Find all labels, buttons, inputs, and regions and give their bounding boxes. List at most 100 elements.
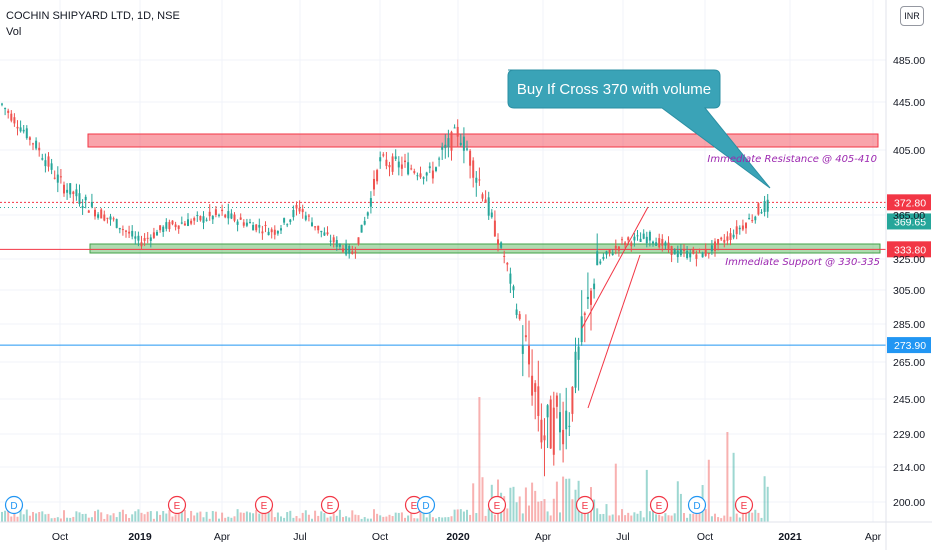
- candle-body: [428, 166, 431, 169]
- volume-bar: [670, 515, 673, 522]
- resistance-zone: [87, 133, 879, 148]
- volume-bar: [679, 493, 682, 522]
- candle-body: [379, 157, 382, 162]
- price-tick-label: 365.00: [893, 210, 925, 222]
- volume-bar: [586, 505, 589, 522]
- zone-annotations: Immediate Resistance @ 405-410 Immediate …: [707, 154, 880, 268]
- volume-bar: [642, 517, 645, 522]
- candle-body: [407, 162, 410, 175]
- candle-body: [741, 225, 744, 230]
- candle-body: [679, 249, 682, 256]
- volume-bar: [125, 514, 127, 522]
- volume-bar: [255, 509, 258, 522]
- candle-body: [565, 410, 568, 430]
- candle-body: [422, 177, 425, 179]
- candle-body: [676, 250, 679, 258]
- volume-bar: [183, 509, 186, 522]
- candle-body: [134, 236, 137, 239]
- candle-body: [335, 240, 338, 247]
- candle-body: [221, 209, 224, 212]
- volume-bar: [518, 496, 521, 522]
- candle-body: [283, 218, 286, 223]
- candle-body: [233, 214, 236, 221]
- volume-bar: [453, 509, 456, 522]
- candle-body: [35, 140, 38, 149]
- event-marker-label: E: [656, 501, 663, 512]
- candle-body: [692, 249, 695, 254]
- volume-bar: [552, 498, 555, 522]
- volume-indicator-label[interactable]: Vol: [6, 26, 22, 38]
- volume-bar: [419, 510, 422, 522]
- volume-bar: [227, 516, 230, 522]
- candle-body: [639, 238, 642, 242]
- volume-bar: [180, 511, 183, 522]
- candle-body: [438, 158, 441, 160]
- volume-bar: [342, 517, 344, 522]
- volume-bar: [143, 514, 146, 522]
- volume-bar: [1, 511, 3, 522]
- candle-body: [94, 209, 96, 217]
- candle-body: [655, 242, 658, 246]
- candle-body: [177, 225, 180, 229]
- volume-bar: [63, 510, 65, 522]
- candle-body: [202, 216, 205, 223]
- candle-body: [242, 222, 245, 226]
- volume-bar: [264, 509, 267, 522]
- candle-body: [704, 249, 707, 256]
- grid-lines: [0, 0, 886, 522]
- volume-bar: [639, 510, 642, 522]
- candle-body: [239, 217, 242, 220]
- candle-body: [652, 241, 654, 244]
- candle-body: [500, 242, 503, 248]
- volume-bar: [655, 514, 658, 522]
- volume-bar: [710, 516, 713, 522]
- currency-badge[interactable]: INR: [900, 6, 924, 26]
- volume-bar: [16, 516, 19, 522]
- volume-bar: [72, 516, 75, 522]
- volume-bar: [273, 517, 276, 522]
- candle-body: [44, 160, 47, 167]
- volume-bar: [664, 513, 667, 522]
- volume-bar: [555, 481, 558, 522]
- candle-body: [627, 237, 630, 241]
- volume-bar: [348, 517, 351, 522]
- candle-body: [717, 239, 720, 245]
- volume-bar: [648, 511, 651, 522]
- time-tick-label: Apr: [865, 531, 882, 543]
- candle-body: [602, 256, 605, 259]
- candle-body: [487, 197, 490, 216]
- candle-body: [112, 218, 115, 220]
- volume-bar: [487, 508, 490, 522]
- volume-bar: [376, 513, 379, 522]
- candle-body: [751, 220, 754, 222]
- candle-body: [707, 253, 710, 255]
- candle-body: [264, 224, 267, 227]
- volume-bar: [295, 515, 298, 522]
- volume-bar: [444, 517, 447, 522]
- candle-body: [311, 222, 313, 227]
- price-tick-label: 214.00: [893, 462, 925, 474]
- volume-bar: [599, 514, 602, 522]
- candle-body: [100, 209, 103, 219]
- earnings-marker: [254, 495, 274, 515]
- volume-bar: [103, 518, 106, 522]
- candle-body: [165, 222, 168, 229]
- candle-body: [410, 168, 413, 170]
- candle-body: [69, 183, 72, 195]
- volume-bar: [422, 509, 425, 522]
- candle-body: [183, 223, 186, 226]
- candle-body: [611, 253, 614, 255]
- volume-bar: [621, 509, 623, 522]
- volume-bar: [307, 514, 310, 522]
- volume-bar: [267, 511, 270, 522]
- volume-bar: [413, 518, 416, 522]
- price-tick-label: 245.00: [893, 394, 925, 406]
- volume-bar: [280, 516, 282, 522]
- volume-bar: [47, 513, 50, 522]
- volume-bar: [4, 510, 7, 522]
- volume-bar: [751, 512, 754, 522]
- volume-bar: [506, 508, 509, 522]
- time-tick-label: Apr: [535, 531, 552, 543]
